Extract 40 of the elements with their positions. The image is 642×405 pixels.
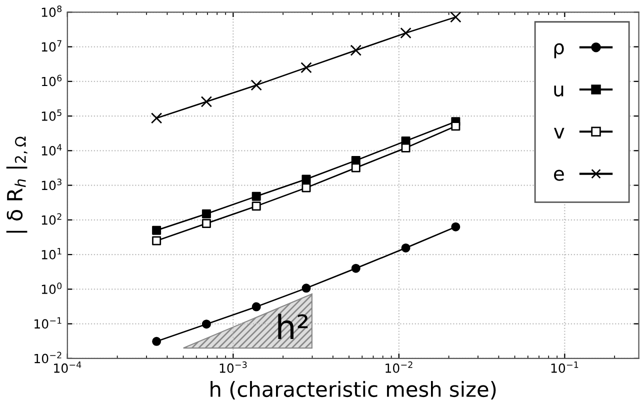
point: [152, 226, 162, 235]
legend-label: v: [554, 128, 564, 138]
point: [450, 12, 462, 23]
y-tick-label: 10$^{−2}$: [34, 352, 62, 364]
y-tick-label: 10$^{0}$: [42, 282, 62, 294]
x-axis-title: h (characteristic mesh size): [210, 380, 496, 400]
point: [302, 183, 311, 192]
y-tick-label: 10$^{−1}$: [34, 317, 62, 329]
point: [250, 80, 262, 91]
point: [202, 209, 211, 218]
y-axis-title: | δ R$_{h}$ |$_{2,Ω}$: [6, 136, 28, 233]
point: [202, 218, 211, 228]
y-tick-label: 10$^{7}$: [42, 40, 62, 52]
point: [451, 122, 460, 131]
y-tick-label: 10$^{8}$: [42, 6, 62, 17]
legend-label: e: [554, 170, 564, 181]
point: [300, 62, 312, 74]
point: [252, 192, 261, 201]
point: [350, 44, 362, 56]
y-tick-label: 10$^{1}$: [42, 248, 62, 260]
point: [401, 143, 410, 152]
x-tick-label: 10$^{−2}$: [386, 361, 412, 373]
point: [400, 27, 412, 39]
point: [351, 163, 360, 172]
annotation: h²: [278, 314, 308, 340]
point: [302, 174, 311, 184]
point: [200, 96, 212, 108]
point: [252, 202, 261, 211]
legend-label: u: [554, 85, 564, 97]
y-tick-label: 10$^{3}$: [42, 178, 62, 190]
y-tick-label: 10$^{4}$: [42, 144, 62, 156]
x-tick-label: 10$^{−1}$: [551, 362, 578, 373]
legend-label: ρ: [554, 43, 564, 58]
y-tick-label: 10$^{2}$: [42, 213, 62, 225]
x-tick-label: 10$^{−3}$: [220, 361, 247, 373]
y-tick-label: 10$^{6}$: [42, 74, 62, 86]
point: [150, 112, 162, 124]
point: [152, 236, 162, 246]
x-tick-label: 10$^{−4}$: [54, 362, 82, 373]
y-tick-label: 10$^{5}$: [42, 110, 62, 121]
